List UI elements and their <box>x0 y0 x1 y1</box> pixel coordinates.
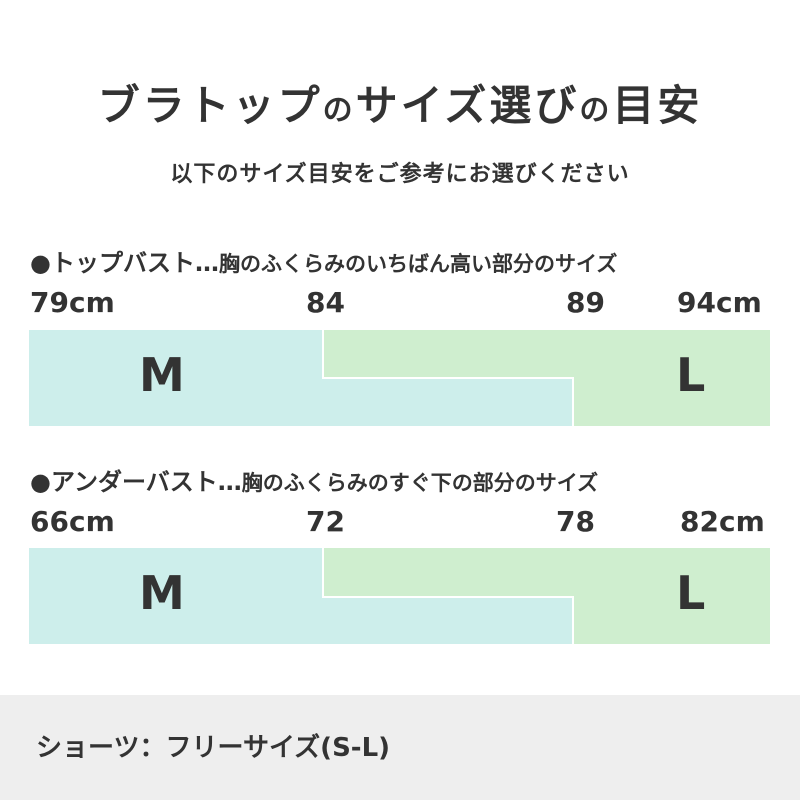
tick-label: 89 <box>566 286 605 319</box>
tick-label: 94cm <box>677 286 762 319</box>
l-range-lower <box>573 378 770 426</box>
footer-shorts-size: ショーツ：フリーサイズ(S-L) <box>0 695 800 800</box>
heading-description: 胸のふくらみのすぐ下の部分のサイズ <box>241 471 599 495</box>
top-bust-heading: ●トップバスト…胸のふくらみのいちばん高い部分のサイズ <box>30 243 617 278</box>
l-range-upper <box>323 330 770 378</box>
divider <box>322 330 324 379</box>
title-part: の <box>322 93 356 128</box>
size-l-label: L <box>676 566 706 620</box>
size-l-label: L <box>676 348 706 402</box>
heading-description: 胸のふくらみのいちばん高い部分のサイズ <box>218 252 618 276</box>
footer-text: ショーツ：フリーサイズ(S-L) <box>36 733 391 763</box>
divider <box>322 596 574 598</box>
size-m-label: M <box>139 566 185 620</box>
title-part: の <box>579 93 613 128</box>
tick-label: 78 <box>556 505 595 538</box>
top-bust-size-bar: M L <box>29 330 770 426</box>
l-range-lower <box>573 597 770 644</box>
divider <box>322 548 324 598</box>
title-part: サイズ選び <box>355 81 580 130</box>
tick-label: 72 <box>306 505 345 538</box>
tick-label: 82cm <box>680 505 765 538</box>
tick-label: 66cm <box>30 505 115 538</box>
heading-label: ●トップバスト… <box>30 249 219 277</box>
tick-label: 79cm <box>30 286 115 319</box>
page-title: ブラトップのサイズ選びの目安 <box>0 72 800 133</box>
size-m-label: M <box>139 348 185 402</box>
under-bust-heading: ●アンダーバスト…胸のふくらみのすぐ下の部分のサイズ <box>30 462 598 497</box>
divider <box>572 377 574 426</box>
divider <box>572 596 574 644</box>
tick-label: 84 <box>306 286 345 319</box>
title-part: 目安 <box>612 81 703 130</box>
l-range-upper <box>323 548 770 597</box>
divider <box>322 377 574 379</box>
heading-label: ●アンダーバスト… <box>30 468 242 496</box>
under-bust-size-bar: M L <box>29 548 770 644</box>
subtitle: 以下のサイズ目安をご参考にお選びください <box>170 162 630 187</box>
title-part: ブラトップ <box>97 81 323 130</box>
